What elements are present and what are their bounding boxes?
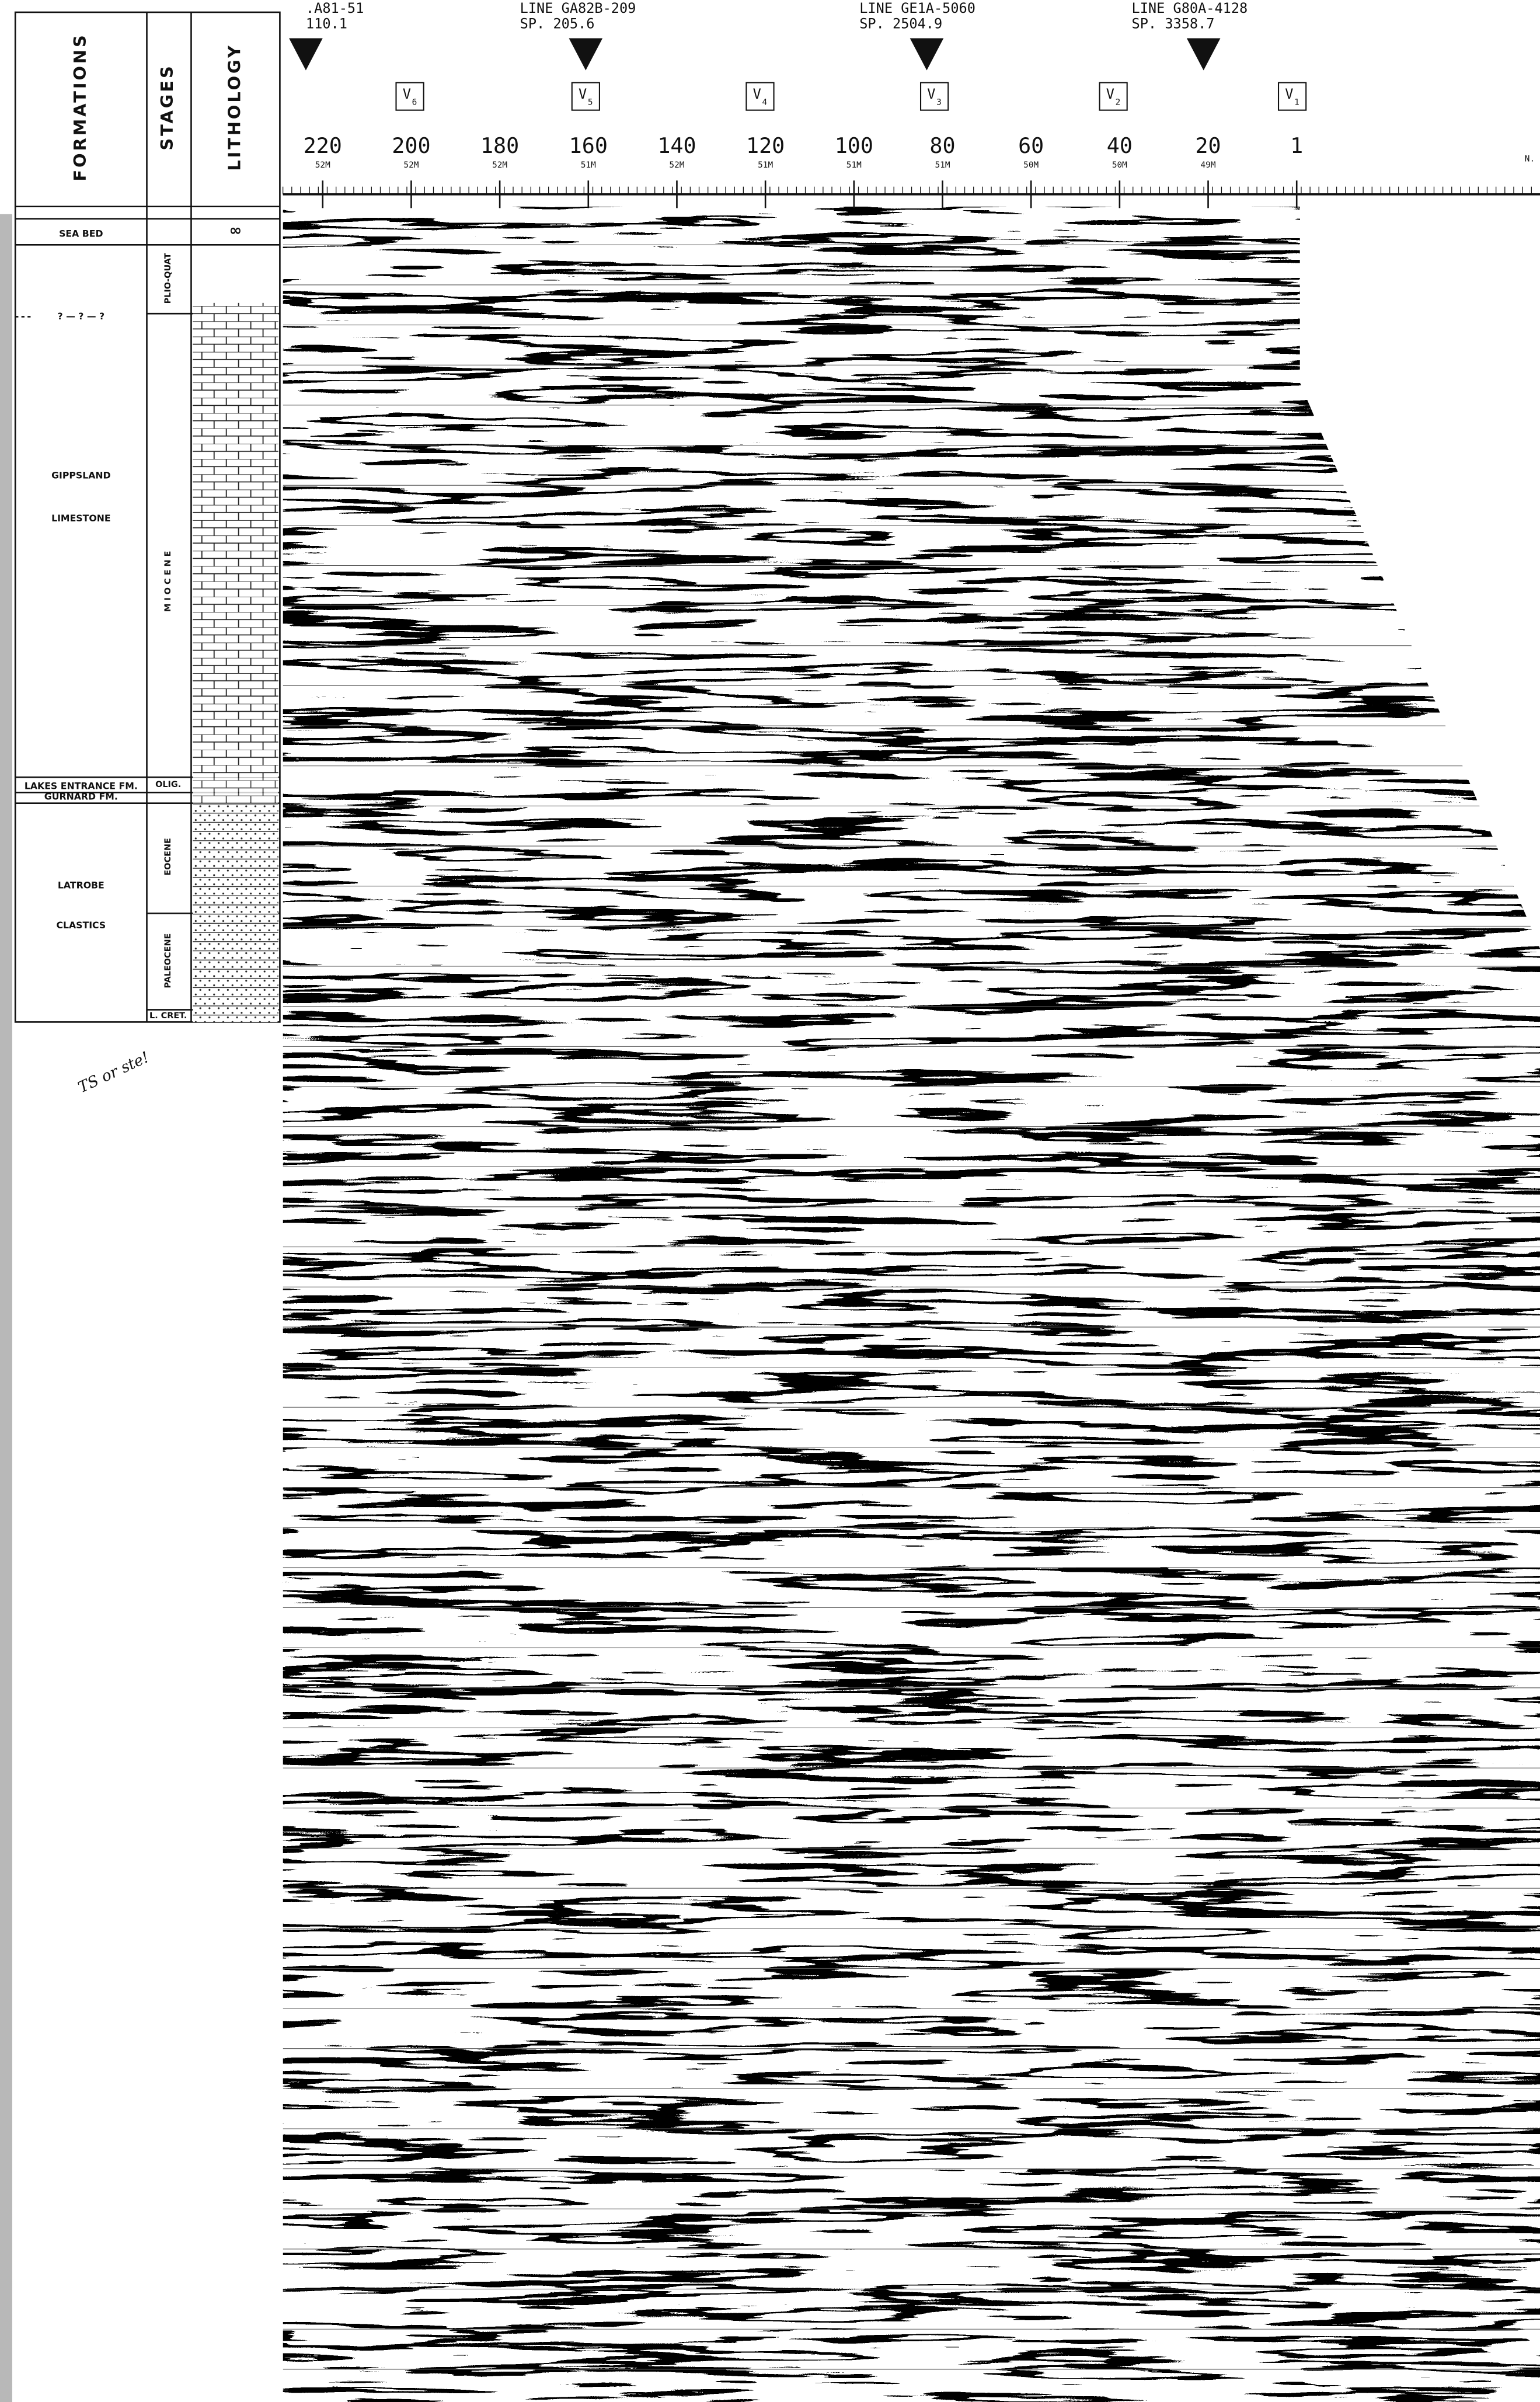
offset-label: 52M [403, 161, 419, 170]
formation-label: CLASTICS [56, 920, 106, 931]
velocity-box [1277, 82, 1307, 111]
shotpoint-label: 120 [746, 133, 785, 158]
offset-label: 51M [758, 161, 773, 170]
velocity-letter: V [579, 86, 587, 102]
offset-label: 50M [1112, 161, 1127, 170]
stage-label: OLIG. [155, 780, 181, 789]
tie-marker [910, 38, 944, 71]
velocity-box [395, 82, 424, 111]
offset-label: 51M [581, 161, 596, 170]
seismic-data [283, 206, 1540, 2402]
offset-label: 52M [492, 161, 507, 170]
velocity-index: 5 [588, 98, 593, 107]
velocity-box [1099, 82, 1128, 111]
velocity-letter: V [403, 86, 411, 102]
formation-label: GIPPSLAND [51, 469, 110, 481]
shotpoint-label: 180 [480, 133, 519, 158]
shotpoint-label: 160 [569, 133, 608, 158]
shotpoint-label: 220 [304, 133, 342, 158]
offset-label: 51M [935, 161, 950, 170]
offset-label: 49M [1201, 161, 1216, 170]
formation-label: ? — ? — ? [58, 311, 105, 322]
shotpoint-label: 200 [392, 133, 430, 158]
tie-marker [1186, 38, 1221, 71]
line-name: .A81-51 [306, 0, 364, 16]
stage-label: PALEOCENE [163, 934, 173, 988]
column-header: FORMATIONS [70, 33, 90, 181]
velocity-index: 1 [1294, 98, 1299, 107]
shotpoint-label: 20 [1195, 133, 1221, 158]
handwritten-note: TS or ste! [75, 1049, 152, 1096]
velocity-index: 6 [412, 98, 417, 107]
shotpoint-label: 80 [929, 133, 955, 158]
velocity-letter: V [927, 86, 935, 102]
tie-marker [289, 38, 323, 71]
shotpoint-label: 140 [657, 133, 696, 158]
end-label: N. [1525, 155, 1535, 164]
shotpoint-label: 1 [1290, 133, 1303, 158]
line-name: LINE GE1A-5060 [859, 0, 975, 16]
scan-edge [0, 214, 12, 2402]
velocity-letter: V [1285, 86, 1293, 102]
velocity-letter: V [1106, 86, 1114, 102]
stage-label: EOCENE [163, 838, 173, 875]
velocity-box [919, 82, 949, 111]
formation-label: SEA BED [59, 228, 103, 239]
shotpoint-label: 100 [835, 133, 873, 158]
formation-label: GURNARD FM. [44, 791, 118, 802]
seismic-texture [283, 206, 1540, 2402]
stage-label: PLIO-QUAT [163, 253, 173, 304]
velocity-box [745, 82, 775, 111]
line-name: LINE GA82B-209 [520, 0, 636, 16]
tie-marker [569, 38, 603, 71]
stage-label: M I O C E N E [163, 551, 173, 612]
lithology-clastics [193, 803, 278, 1022]
formation-label: LATROBE [58, 880, 104, 891]
velocity-index: 4 [762, 98, 767, 107]
velocity-index: 2 [1116, 98, 1121, 107]
line-sp: 110.1 [306, 15, 347, 32]
velocity-letter: V [753, 86, 761, 102]
velocity-index: 3 [936, 98, 942, 107]
offset-label: 52M [669, 161, 684, 170]
formation-label: LAKES ENTRANCE FM. [25, 780, 138, 791]
line-sp: SP. 205.6 [520, 15, 595, 32]
lithology-marl [193, 777, 278, 803]
column-header: LITHOLOGY [224, 43, 244, 170]
sea-bed-symbol: ∞ [229, 222, 242, 239]
formation-label: LIMESTONE [51, 513, 111, 524]
line-sp: SP. 2504.9 [859, 15, 942, 32]
stage-label: L. CRET. [149, 1011, 187, 1021]
line-sp: SP. 3358.7 [1132, 15, 1215, 32]
offset-label: 52M [315, 161, 330, 170]
line-name: LINE G80A-4128 [1132, 0, 1248, 16]
column-header: STAGES [157, 64, 177, 150]
offset-label: 51M [846, 161, 862, 170]
shotpoint-label: 60 [1018, 133, 1044, 158]
lithology-limestone [193, 302, 278, 778]
velocity-box [571, 82, 600, 111]
offset-label: 50M [1023, 161, 1039, 170]
shotpoint-label: 40 [1107, 133, 1133, 158]
